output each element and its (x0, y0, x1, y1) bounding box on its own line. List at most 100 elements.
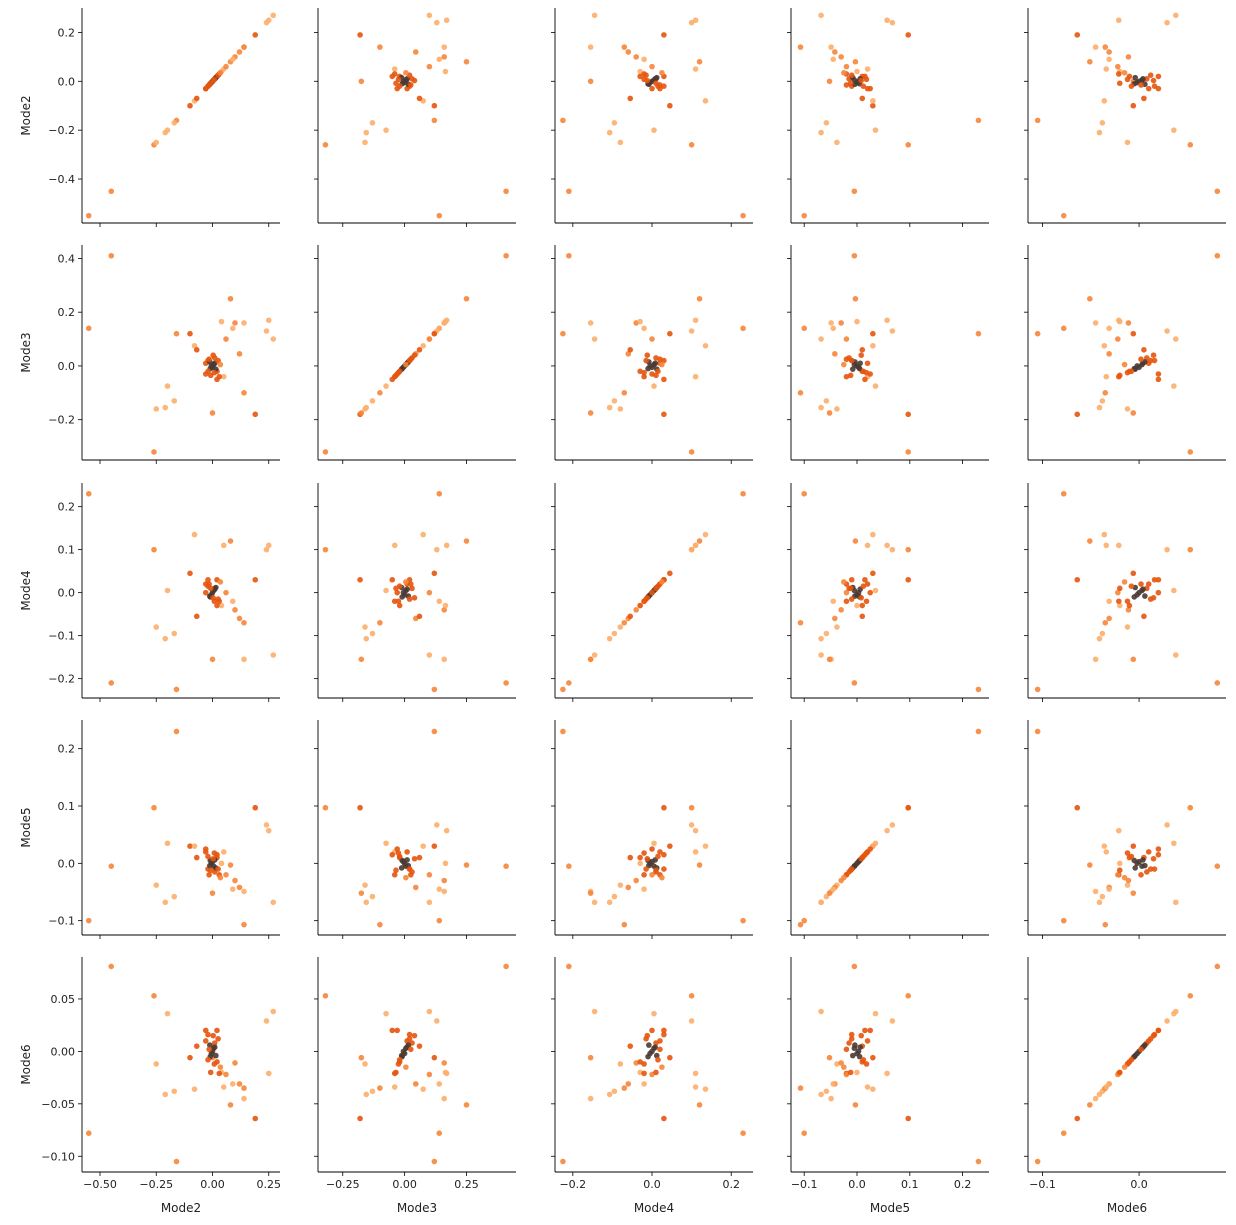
data-point (870, 98, 876, 104)
data-point (369, 1088, 376, 1095)
data-point (627, 854, 634, 861)
data-point (187, 102, 193, 109)
data-point (826, 78, 833, 85)
data-point (653, 74, 660, 81)
data-point (209, 410, 216, 416)
data-point (207, 372, 214, 379)
x-tick: 0.0 (1130, 1172, 1148, 1191)
data-point (617, 882, 624, 888)
data-point (872, 1010, 879, 1017)
data-point (1140, 857, 1146, 863)
data-point (611, 398, 618, 404)
data-point (241, 44, 247, 50)
data-point (85, 1130, 92, 1136)
data-point (411, 77, 418, 84)
data-point (265, 542, 272, 549)
data-point (171, 893, 178, 900)
data-point (860, 583, 867, 589)
data-point (1138, 356, 1144, 363)
data-point (857, 360, 863, 367)
data-point (828, 1095, 834, 1102)
data-point (358, 410, 365, 416)
data-point (162, 1091, 169, 1098)
data-point (232, 320, 238, 326)
data-point (1124, 624, 1131, 630)
data-point (870, 342, 876, 349)
data-point (403, 1064, 409, 1070)
data-point (1101, 342, 1108, 349)
data-point (864, 66, 871, 72)
data-point (621, 1085, 628, 1091)
data-point (263, 19, 270, 26)
data-point (436, 598, 443, 605)
data-point (216, 373, 223, 380)
data-point (818, 635, 824, 642)
data-point (358, 1054, 365, 1061)
data-point (1099, 120, 1106, 126)
data-point (847, 585, 854, 592)
data-point (270, 899, 277, 906)
data-point (153, 139, 160, 146)
data-point (220, 542, 227, 549)
data-point (688, 328, 695, 334)
data-point (852, 538, 859, 544)
data-point (1115, 598, 1122, 605)
data-point (651, 127, 657, 133)
data-point (627, 95, 634, 102)
data-point (442, 602, 449, 609)
data-point (627, 347, 634, 353)
x-tick-label: 0.25 (257, 1178, 282, 1191)
data-point (207, 585, 214, 592)
panel-Mode4-vs-Mode6 (1024, 483, 1226, 702)
data-point (1116, 80, 1123, 87)
x-axis-label-Mode2: Mode2 (161, 1201, 201, 1215)
data-point (702, 531, 709, 538)
data-point (434, 822, 440, 828)
data-point (227, 538, 234, 544)
data-point (841, 361, 847, 368)
data-point (205, 576, 211, 583)
data-point (265, 317, 272, 324)
data-point (436, 917, 443, 924)
data-point (252, 804, 259, 811)
data-point (1087, 538, 1093, 544)
data-point (621, 390, 628, 396)
y-tick: −0.1 (48, 915, 82, 928)
data-point (503, 188, 509, 195)
data-point (442, 318, 449, 325)
data-point (637, 854, 643, 861)
data-point (1164, 822, 1170, 828)
data-point (236, 49, 243, 55)
data-point (1214, 188, 1221, 195)
data-point (1155, 73, 1162, 80)
panel-Mode4-vs-Mode3 (314, 483, 516, 702)
data-point (1115, 872, 1121, 878)
data-point (1171, 840, 1177, 847)
data-point (1116, 602, 1123, 609)
data-point (441, 656, 448, 663)
data-point (416, 854, 423, 861)
data-point (1138, 872, 1144, 878)
data-point (641, 369, 647, 376)
data-point (818, 1008, 824, 1015)
data-point (441, 888, 448, 895)
data-point (1132, 865, 1139, 871)
data-point (852, 1102, 859, 1108)
data-point (232, 607, 238, 613)
y-tick: 0.2 (58, 306, 82, 319)
data-point (641, 886, 647, 892)
data-point (209, 656, 216, 663)
y-tick: 0.0 (58, 360, 82, 373)
data-point (406, 1031, 413, 1038)
data-point (659, 361, 665, 368)
data-point (363, 404, 370, 411)
data-point (218, 318, 225, 325)
data-point (408, 581, 414, 587)
data-point (621, 921, 628, 928)
data-point (206, 1046, 212, 1053)
data-point (826, 890, 833, 896)
data-point (832, 49, 838, 55)
data-point (1096, 129, 1103, 136)
data-point (905, 449, 912, 455)
data-point (322, 546, 329, 553)
